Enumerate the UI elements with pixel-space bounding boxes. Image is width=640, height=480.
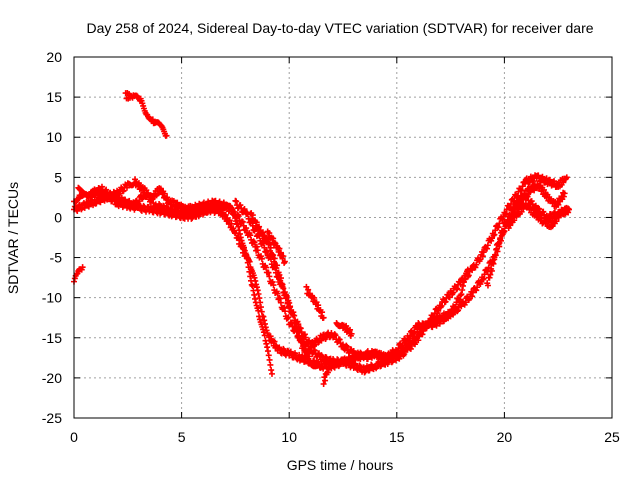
data-marks xyxy=(264,228,288,266)
data-points xyxy=(71,90,572,388)
y-tick-label: -20 xyxy=(42,370,62,386)
series-track-6 xyxy=(264,228,288,266)
data-marks xyxy=(247,210,321,370)
y-tick-label: -5 xyxy=(50,250,63,266)
x-tick-label: 5 xyxy=(178,429,186,445)
data-marks xyxy=(484,181,568,289)
series-track-9 xyxy=(320,357,336,388)
y-tick-label: -15 xyxy=(42,330,62,346)
x-tick-label: 25 xyxy=(604,429,620,445)
y-tick-label: 5 xyxy=(54,169,62,185)
x-tick-label: 0 xyxy=(70,429,78,445)
data-marks xyxy=(333,319,355,339)
series-track-8 xyxy=(333,319,355,339)
chart-title: Day 258 of 2024, Sidereal Day-to-day VTE… xyxy=(86,20,593,36)
y-tick-label: 20 xyxy=(46,49,62,65)
series-track-11 xyxy=(122,90,170,139)
series-track-5 xyxy=(247,210,321,370)
plot-border xyxy=(73,56,613,419)
x-axis-label: GPS time / hours xyxy=(287,457,394,473)
series-track-7 xyxy=(303,283,327,321)
y-tick-label: -25 xyxy=(42,410,62,426)
y-tick-label: 15 xyxy=(46,89,62,105)
data-marks xyxy=(71,172,570,376)
data-marks xyxy=(122,90,170,139)
y-tick-label: 0 xyxy=(54,209,62,225)
series-track-13 xyxy=(505,200,572,232)
data-marks xyxy=(505,200,572,232)
series-track-1 xyxy=(71,172,570,376)
x-tick-label: 15 xyxy=(389,429,405,445)
data-marks xyxy=(71,264,86,285)
series-track-10 xyxy=(71,264,86,285)
series-track-12 xyxy=(484,181,568,289)
y-axis-label: SDTVAR / TECUs xyxy=(5,182,21,294)
series-track-3 xyxy=(75,183,275,377)
x-tick-label: 10 xyxy=(281,429,297,445)
x-tick-label: 20 xyxy=(497,429,513,445)
data-marks xyxy=(303,283,327,321)
y-tick-label: 10 xyxy=(46,129,62,145)
data-marks xyxy=(320,357,336,388)
axis-ticks: 0 5 10 15 20 25 -25 -20 -15 -10 -5 0 5 10 15 20 xyxy=(42,49,620,445)
data-marks xyxy=(75,183,275,377)
y-tick-label: -10 xyxy=(42,290,62,306)
